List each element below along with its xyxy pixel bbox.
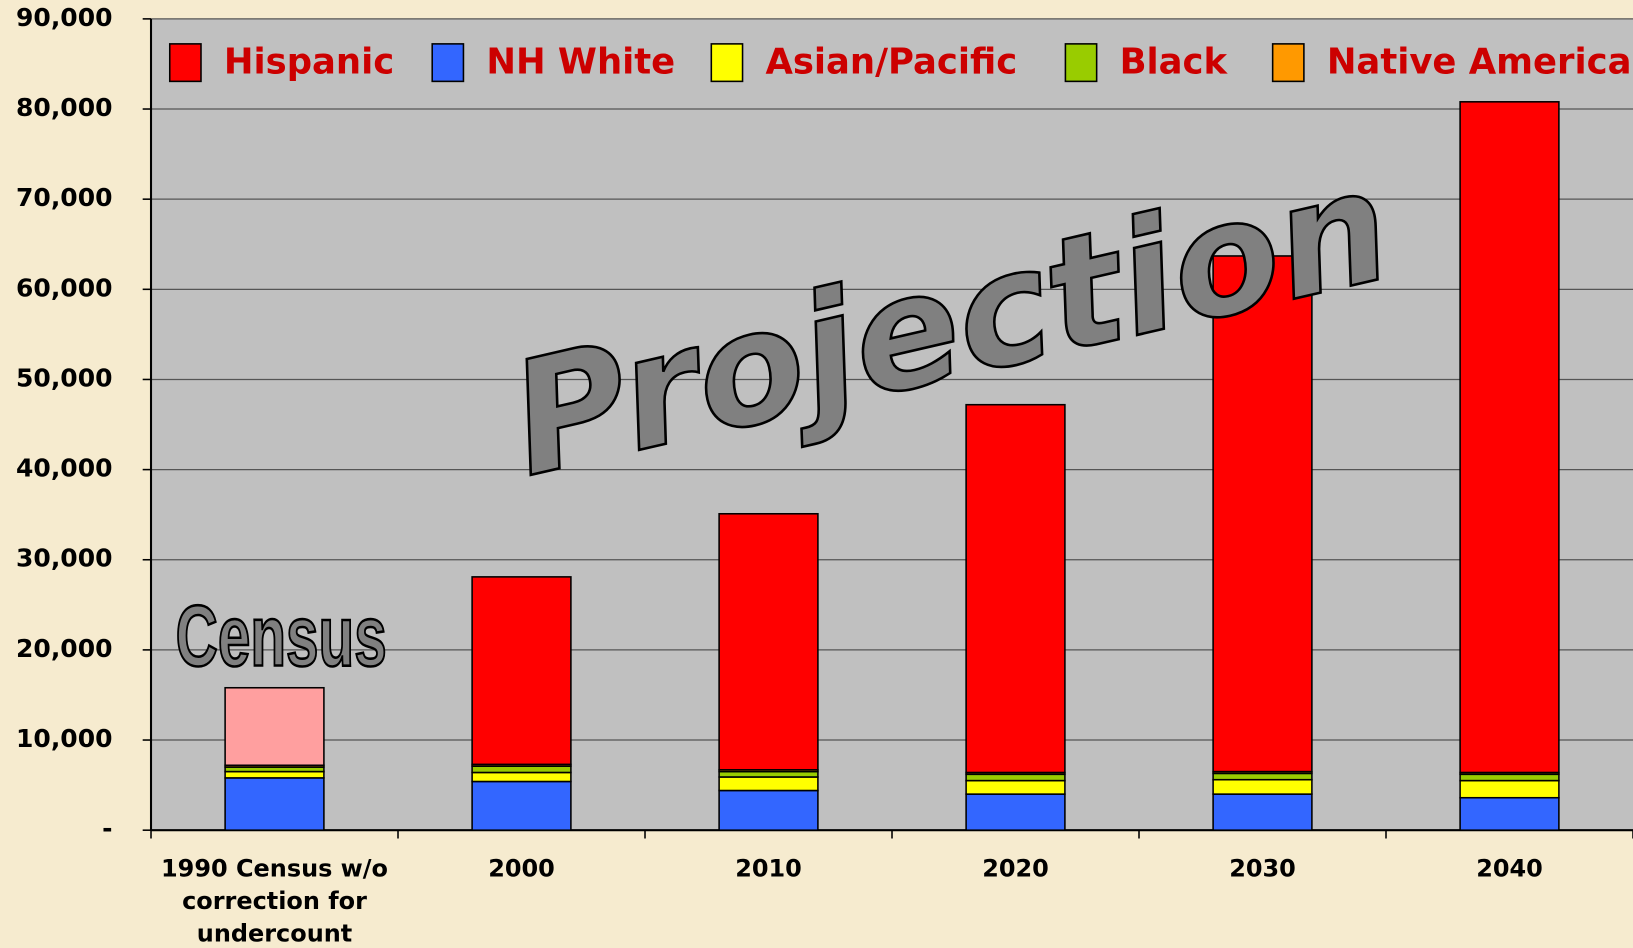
y-tick-label: 30,000 <box>16 544 112 573</box>
legend-swatch <box>710 43 744 83</box>
y-tick-label: 80,000 <box>16 93 112 122</box>
y-tick-label: 40,000 <box>16 454 112 483</box>
y-tick-label: 70,000 <box>16 183 112 212</box>
bar-segment <box>224 770 325 779</box>
y-tick-label: 60,000 <box>16 273 112 302</box>
y-tick-label: 20,000 <box>16 634 112 663</box>
legend-label: Hispanic <box>224 42 394 83</box>
legend-label: Native American <box>1327 42 1633 83</box>
bar-segment <box>1459 773 1560 782</box>
bar-segment <box>471 765 572 774</box>
x-tick-label: 2000 <box>488 855 555 883</box>
y-tick-label: - <box>102 814 112 843</box>
annotation: Census <box>176 587 387 684</box>
bar-segment <box>1212 772 1313 781</box>
bar-segment <box>718 512 819 771</box>
bar-segment <box>1459 101 1560 774</box>
legend-label: Asian/Pacific <box>765 42 1017 83</box>
y-tick-label: 10,000 <box>16 724 112 753</box>
bar-segment <box>1459 779 1560 799</box>
bar-segment <box>1459 796 1560 831</box>
bar-segment <box>965 403 1066 774</box>
x-tick-label: 1990 Census w/o correction for undercount <box>161 855 388 948</box>
x-tick-label: 2020 <box>982 855 1049 883</box>
bar-segment <box>718 789 819 831</box>
bar-segment <box>718 770 819 778</box>
bar-segment <box>471 771 572 783</box>
y-tick-label: 90,000 <box>16 3 112 32</box>
bar-segment <box>965 779 1066 795</box>
bar-segment <box>224 686 325 767</box>
x-tick-label: 2030 <box>1229 855 1296 883</box>
legend-label: Black <box>1120 42 1229 83</box>
bar-segment <box>471 576 572 766</box>
legend-swatch <box>168 43 202 83</box>
legend-label: NH White <box>486 42 675 83</box>
bar-segment <box>1212 778 1313 795</box>
bar-segment <box>471 780 572 831</box>
bar-segment <box>718 776 819 792</box>
x-tick-label: 2040 <box>1476 855 1543 883</box>
bar-segment <box>1212 793 1313 831</box>
bar-segment <box>965 793 1066 831</box>
y-tick-label: 50,000 <box>16 363 112 392</box>
legend-swatch <box>431 43 465 83</box>
plot-area <box>151 18 1633 831</box>
legend-swatch <box>1271 43 1305 83</box>
bar-segment <box>1212 255 1313 773</box>
bar-segment <box>965 773 1066 782</box>
x-tick-label: 2010 <box>735 855 802 883</box>
legend-swatch <box>1064 43 1098 83</box>
bar-segment <box>224 777 325 831</box>
